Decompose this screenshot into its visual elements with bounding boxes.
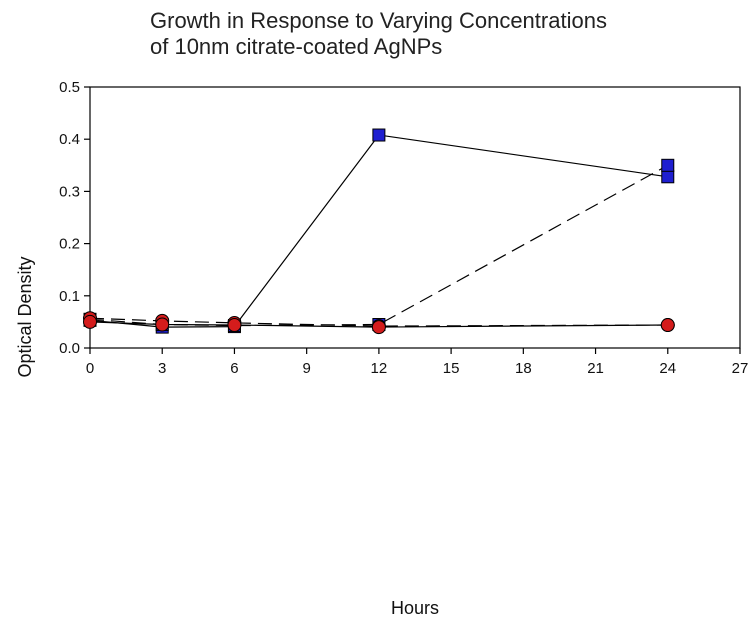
- chart-title-line-2: of 10nm citrate-coated AgNPs: [150, 34, 442, 59]
- x-tick-label: 6: [230, 360, 238, 377]
- data-point-square: [372, 128, 386, 142]
- x-tick-label: 15: [443, 360, 460, 377]
- data-point-circle: [155, 317, 170, 332]
- x-tick-label: 18: [515, 360, 532, 377]
- data-point-circle: [227, 318, 242, 333]
- series-lines: [89, 134, 669, 328]
- data-point-square: [661, 158, 675, 172]
- x-tick-label: 3: [158, 360, 166, 377]
- x-tick-label: 27: [732, 360, 749, 377]
- series-line-2: [89, 164, 669, 327]
- x-tick-label: 24: [659, 360, 676, 377]
- y-axis-label: Optical Density: [15, 256, 35, 377]
- x-tick-label: 12: [371, 360, 388, 377]
- y-tick-label: 0.4: [59, 131, 80, 148]
- x-axis-label: Hours: [391, 598, 439, 618]
- y-tick-label: 0.0: [59, 340, 80, 357]
- data-point-circle: [83, 314, 97, 329]
- y-tick-label: 0.3: [59, 183, 80, 200]
- y-axis: 0.0 0.1 0.2 0.3 0.4 0.5: [59, 79, 90, 357]
- data-point-circle: [371, 320, 386, 335]
- series-markers: [83, 128, 675, 335]
- plot-frame: [89, 86, 741, 349]
- x-tick-label: 0: [86, 360, 94, 377]
- y-tick-label: 0.2: [59, 236, 80, 253]
- y-tick-label: 0.1: [59, 288, 80, 305]
- chart-title-line-1: Growth in Response to Varying Concentrat…: [150, 8, 607, 33]
- x-tick-label: 21: [587, 360, 604, 377]
- data-point-circle: [660, 318, 675, 333]
- x-axis: 0 3 6 9 12 15 18 21 24 27: [86, 348, 749, 377]
- x-tick-label: 9: [302, 360, 310, 377]
- data-point-square: [661, 170, 675, 184]
- series-line-1: [89, 134, 668, 328]
- y-tick-label: 0.5: [59, 79, 80, 96]
- series-line-3: [89, 317, 668, 327]
